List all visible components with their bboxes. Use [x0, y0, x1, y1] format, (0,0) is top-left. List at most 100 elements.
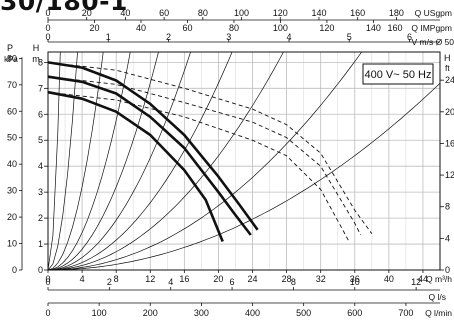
lmin-tick-label: 600	[347, 308, 362, 318]
head-m-tick-label: 7	[38, 83, 43, 93]
ls-tick-label: 8	[291, 277, 296, 287]
legend-box: 400 V~ 50 Hz	[362, 63, 434, 85]
pressure-tick-label: 80	[7, 53, 17, 63]
x-tick-label: 4	[80, 274, 85, 284]
lmin-tick-label: 400	[245, 308, 260, 318]
impgpm-tick-label: 80	[229, 23, 239, 33]
velocity-tick-label: 6	[407, 32, 412, 42]
impgpm-tick-label: 60	[182, 23, 192, 33]
impgpm-tick-label: 20	[89, 23, 99, 33]
system-curve	[47, 51, 61, 271]
impgpm-tick-label: 140	[366, 23, 381, 33]
system-curve	[47, 51, 131, 271]
legend-box-frame	[362, 63, 434, 85]
head-ft-tick-label: 0	[445, 265, 450, 275]
x-tick-label: 8	[114, 274, 119, 284]
system-curve	[47, 51, 191, 271]
system-curve	[47, 51, 233, 271]
usgpm-tick-label: 80	[198, 8, 208, 18]
pressure-tick-label: 40	[7, 159, 17, 169]
pump-curve-solid	[47, 90, 224, 242]
usgpm-tick-label: 120	[273, 8, 288, 18]
system-curve	[47, 51, 78, 271]
velocity-tick-label: 4	[286, 32, 291, 42]
x-tick-label: 20	[213, 274, 223, 284]
usgpm-axis-label: Q USgpm	[415, 8, 452, 18]
pressure-tick-label: 10	[7, 239, 17, 249]
pump-curve-solid	[47, 61, 259, 231]
velocity-tick-label: 2	[166, 32, 171, 42]
head-m-tick-label: 3	[38, 187, 43, 197]
head-ft-tick-label: 4	[445, 233, 450, 243]
x-tick-label: 44	[418, 274, 428, 284]
system-curve	[48, 83, 441, 271]
impgpm-last-tick-label: 160	[387, 23, 402, 33]
impgpm-tick-label: 100	[273, 23, 288, 33]
plot-frame	[47, 51, 441, 271]
impgpm-tick-label: 40	[136, 23, 146, 33]
lmin-tick-label: 0	[45, 308, 50, 318]
ls-tick-label: 2	[107, 277, 112, 287]
head-ft-axis-unit: ft	[445, 63, 450, 73]
pressure-tick-label: 20	[7, 212, 17, 222]
head-m-tick-label: 2	[38, 213, 43, 223]
lmin-tick-label: 500	[296, 308, 311, 318]
pump-curve-solid	[47, 75, 252, 236]
pressure-tick-label: 0	[12, 265, 17, 275]
pump-curve-dashed	[47, 61, 373, 234]
velocity-tick-label: 5	[347, 32, 352, 42]
ls-tick-label: 0	[45, 277, 50, 287]
pump-curves	[47, 61, 373, 244]
head-m-tick-label: 0	[38, 265, 43, 275]
x-tick-label: 36	[350, 274, 360, 284]
pressure-tick-label: 70	[7, 80, 17, 90]
usgpm-tick-label: 160	[350, 8, 365, 18]
velocity-tick-label: 0	[45, 32, 50, 42]
lmin-axis-label: Q l/min	[425, 308, 452, 318]
lmin-tick-label: 200	[143, 308, 158, 318]
pressure-tick-label: 30	[7, 186, 17, 196]
usgpm-tick-label: 100	[234, 8, 249, 18]
head-ft-tick-label: 8	[445, 202, 450, 212]
usgpm-tick-label: 0	[45, 8, 50, 18]
system-curve	[47, 51, 362, 271]
plot-background	[48, 52, 440, 270]
ls-tick-label: 10	[350, 277, 360, 287]
head-m-tick-label: 4	[38, 161, 43, 171]
head-ft-tick-label: 12	[445, 170, 454, 180]
x-tick-label: 16	[179, 274, 189, 284]
page-title: 30/180-1	[0, 0, 128, 16]
pump-curve-dashed	[47, 76, 362, 236]
head-ft-tick-label: 16	[445, 138, 454, 148]
head-ft-tick-label: 20	[445, 107, 454, 117]
head-m-tick-label: 6	[38, 109, 43, 119]
head-ft-axis-label: H	[444, 53, 451, 63]
head-m-axis-label: H	[33, 43, 40, 53]
lmin-tick-label: 700	[398, 308, 413, 318]
x-tick-label: 24	[248, 274, 258, 284]
impgpm-tick-label: 0	[45, 23, 50, 33]
x-tick-label: 32	[316, 274, 326, 284]
pump-curve-dashed	[47, 91, 351, 244]
axes: 0 4 8 12 16 20 24 28 32 36 40 44Q m³/h0 2 4 6 8 10 12Q l/…	[4, 8, 454, 318]
x-tick-label: 12	[145, 274, 155, 284]
pressure-axis-label: P	[7, 43, 13, 53]
head-m-tick-label: 8	[38, 57, 43, 67]
usgpm-tick-label: 40	[120, 8, 130, 18]
head-m-tick-label: 1	[38, 239, 43, 249]
x-tick-label: 0	[45, 274, 50, 284]
lmin-tick-label: 100	[92, 308, 107, 318]
legend-box-label: 400 V~ 50 Hz	[365, 69, 432, 81]
x-tick-label: 28	[282, 274, 292, 284]
impgpm-axis-label: Q IMPgpm	[411, 23, 452, 33]
lmin-tick-label: 300	[194, 308, 209, 318]
velocity-tick-label: 3	[226, 32, 231, 42]
usgpm-tick-label: 20	[82, 8, 92, 18]
impgpm-tick-label: 120	[319, 23, 334, 33]
pressure-tick-label: 60	[7, 106, 17, 116]
usgpm-tick-label: 140	[311, 8, 326, 18]
pressure-tick-label: 50	[7, 133, 17, 143]
usgpm-tick-label: 60	[159, 8, 169, 18]
x-tick-label: 40	[384, 274, 394, 284]
